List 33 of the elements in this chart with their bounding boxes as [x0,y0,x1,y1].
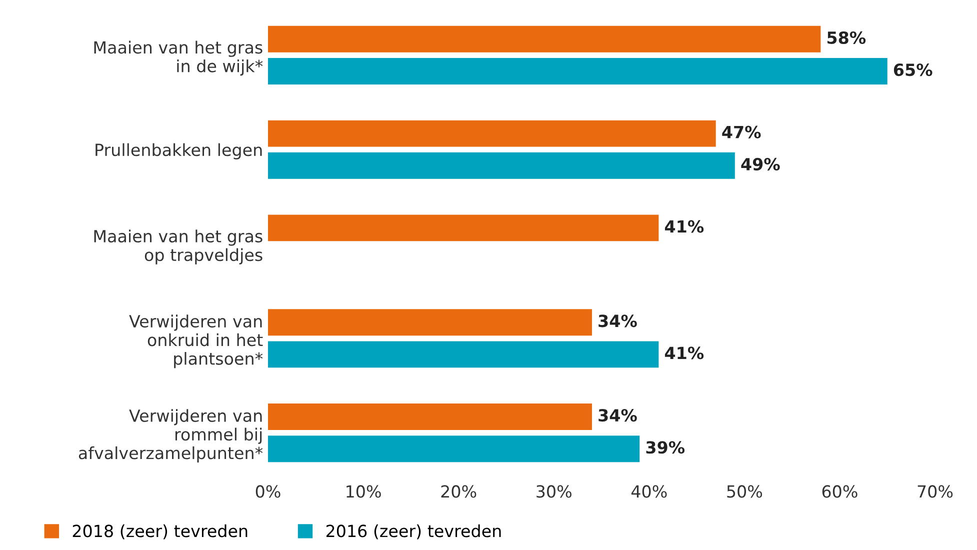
bar [268,309,592,336]
data-label: 58% [828,31,866,44]
data-label: 49% [741,158,780,170]
legend-label: 2018 (zeer) tevreden [72,524,248,540]
bar [268,436,640,462]
x-tick-label: 60% [822,485,858,498]
legend-label: 2016 (zeer) tevreden [326,524,501,540]
y-tick-label: Maaien van het gras op trapveldjes [94,230,262,264]
data-label: 41% [664,220,704,233]
data-label: 34% [598,314,637,328]
y-tick-label: Maaien van het gras in de wijk* [94,40,263,76]
y-tick-label: Verwijderen van rommel bij afvalverzamelpunten* [78,409,263,463]
x-tick-label: 70% [918,485,953,498]
bar [268,58,888,84]
bar [268,341,659,368]
x-tick-label: 0% [256,485,280,498]
bar [268,120,716,147]
x-tick-label: 30% [536,485,572,498]
x-tick-label: 40% [631,485,667,498]
x-tick-label: 10% [346,485,381,498]
data-label: 47% [722,126,761,138]
data-label: 41% [664,346,704,360]
x-tick-label: 50% [727,485,762,498]
bar [268,404,592,430]
data-label: 34% [598,408,637,422]
data-label: 39% [646,441,685,454]
y-tick-label: Prullenbakken legen [96,143,262,160]
x-tick-label: 20% [441,485,476,498]
data-label: 65% [894,63,932,76]
y-tick-label: Verwijderen van onkruid in het plantsoen* [129,314,263,368]
bar [268,214,659,242]
bar [268,152,735,179]
bar [268,26,821,52]
